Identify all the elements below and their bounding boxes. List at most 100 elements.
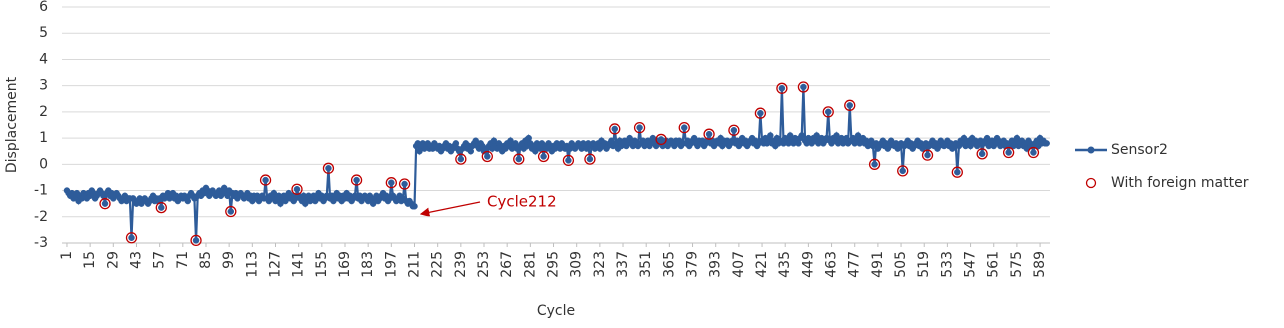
foreign-marker	[776, 82, 788, 94]
point	[730, 126, 738, 134]
y-axis-title: Displacement	[4, 76, 20, 173]
foreign-marker	[844, 99, 856, 111]
x-tick-label: 43	[128, 251, 144, 269]
point	[1043, 140, 1050, 147]
x-tick-label: 547	[963, 251, 979, 278]
point	[824, 108, 832, 116]
x-axis-title: Cycle	[537, 303, 575, 319]
foreign-marker	[99, 198, 111, 210]
y-tick-label: 4	[39, 51, 48, 67]
foreign-marker	[951, 166, 963, 178]
x-tick-label: 253	[476, 251, 492, 278]
point	[800, 83, 807, 91]
foreign-marker	[125, 232, 138, 244]
legend-label: Sensor2	[1111, 142, 1168, 158]
x-tick-label: 267	[499, 251, 515, 278]
foreign-marker	[225, 205, 237, 218]
x-tick-label: 183	[360, 251, 376, 278]
foreign-marker	[897, 165, 909, 177]
foreign-marker	[633, 121, 646, 134]
annotation-arrow	[419, 201, 481, 218]
legend-marker	[1087, 146, 1095, 154]
y-tick-label: -1	[34, 183, 48, 199]
point	[636, 124, 643, 131]
foreign-marker	[728, 124, 740, 136]
x-tick-label: 463	[824, 251, 840, 278]
x-tick-label: 421	[754, 251, 770, 278]
y-tick-label: -3	[34, 235, 48, 251]
point	[457, 155, 465, 163]
point	[983, 134, 991, 142]
point	[586, 155, 594, 163]
point	[262, 176, 269, 184]
point	[954, 168, 961, 176]
foreign-marker	[455, 153, 467, 165]
point	[507, 137, 514, 144]
point	[611, 125, 619, 133]
foreign-marker	[584, 153, 596, 165]
x-tick-label: 15	[82, 251, 98, 269]
point	[353, 176, 360, 184]
foreign-marker	[822, 106, 834, 118]
x-tick-label: 323	[592, 251, 608, 278]
x-tick-label: 533	[939, 251, 955, 278]
point	[411, 203, 418, 210]
foreign-marker	[754, 107, 767, 119]
x-tick-label: 141	[291, 251, 307, 278]
point	[681, 124, 688, 131]
x-tick-label: 575	[1009, 251, 1025, 278]
point	[515, 155, 523, 163]
x-tick-label: 85	[198, 251, 214, 269]
x-tick-label: 211	[407, 251, 423, 278]
x-tick-label: 309	[569, 251, 585, 278]
legend-marker	[1085, 177, 1097, 189]
x-tick-label: 155	[314, 251, 330, 278]
x-tick-label: 239	[453, 251, 469, 278]
point	[978, 150, 986, 158]
y-tick-label: 0	[39, 156, 48, 172]
foreign-marker	[655, 133, 667, 146]
x-tick-label: 57	[152, 251, 168, 269]
y-tick-label: 5	[39, 25, 48, 41]
foreign-marker	[481, 150, 493, 163]
foreign-marker	[868, 158, 881, 170]
y-tick-label: 6	[39, 0, 48, 15]
x-tick-label: 491	[870, 251, 886, 278]
legend-label: With foreign matter	[1111, 175, 1249, 191]
foreign-marker	[385, 177, 397, 189]
point	[101, 200, 109, 207]
point	[705, 130, 713, 138]
point	[1013, 134, 1021, 142]
point	[158, 204, 165, 211]
foreign-marker	[797, 81, 810, 93]
point	[325, 165, 332, 172]
point	[960, 134, 968, 142]
x-tick-label: 351	[638, 251, 654, 278]
foreign-marker	[537, 150, 550, 163]
point	[924, 151, 931, 159]
point	[767, 132, 774, 139]
x-tick-label: 589	[1032, 251, 1048, 278]
y-tick-label: -2	[34, 209, 48, 225]
foreign-marker	[350, 174, 363, 186]
x-tick-label: 99	[221, 251, 237, 269]
point	[813, 132, 820, 139]
foreign-marker	[1027, 146, 1040, 159]
y-tick-label: 3	[39, 78, 48, 94]
x-tick-label: 519	[916, 251, 932, 278]
point	[227, 208, 235, 215]
point	[565, 157, 572, 164]
foreign-marker	[398, 178, 411, 190]
x-tick-label: 127	[267, 251, 283, 278]
point	[798, 132, 806, 139]
foreign-marker	[678, 121, 690, 134]
point	[757, 109, 764, 117]
x-tick-label: 477	[847, 251, 863, 278]
x-tick-label: 407	[731, 251, 747, 278]
point	[899, 167, 906, 175]
y-tick-label: 1	[39, 130, 48, 146]
x-tick-label: 393	[708, 251, 724, 278]
point	[128, 234, 135, 242]
foreign-marker	[609, 123, 621, 135]
